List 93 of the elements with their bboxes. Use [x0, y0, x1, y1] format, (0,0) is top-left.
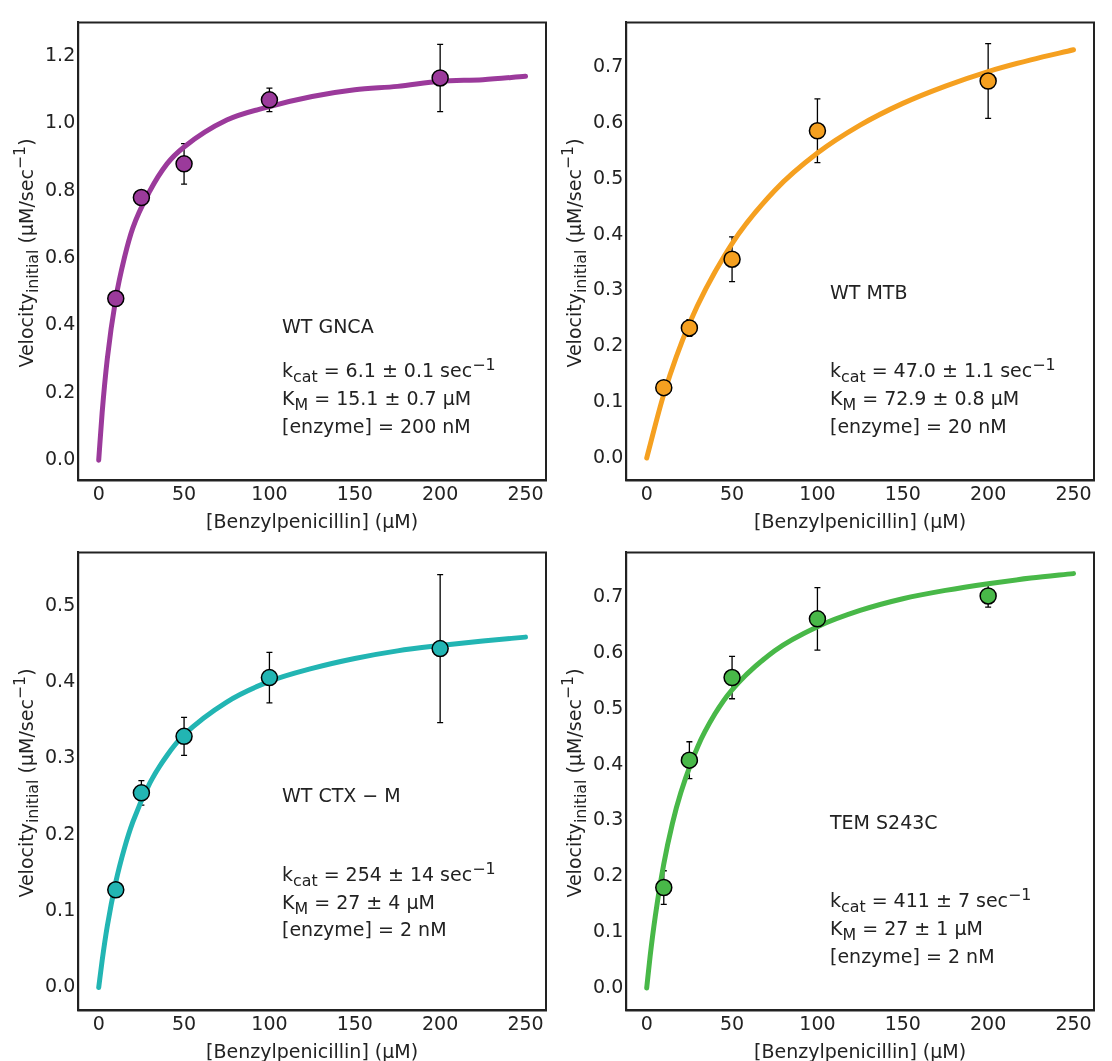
annotation: k$_{cat}$ = 254 ± 14 sec$^{−1}$ [282, 858, 496, 891]
x-tick-label: 50 [171, 481, 197, 504]
x-axis-title: [Benzylpenicillin] (μM) [754, 509, 967, 532]
annotation: [enzyme] = 20 nM [830, 414, 1008, 439]
x-tick-label: 0 [92, 1011, 105, 1034]
y-tick-label: 0.4 [593, 751, 624, 774]
point [723, 250, 741, 268]
annotation: K$_{M}$ = 27 ± 4 μM [282, 890, 436, 919]
y-tick-label: 0.0 [45, 447, 76, 470]
annotation: k$_{cat}$ = 411 ± 7 sec$^{−1}$ [830, 885, 1032, 918]
x-tick-label: 250 [507, 1011, 544, 1034]
point [655, 378, 673, 397]
annotation: WT GNCA [282, 315, 374, 340]
point [132, 188, 151, 207]
y-tick-label: 0.2 [45, 821, 76, 844]
point [979, 72, 997, 90]
y-tick-label: 0.2 [45, 379, 76, 402]
x-tick-label: 100 [251, 1011, 288, 1034]
annotation: WT MTB [830, 280, 908, 305]
y-tick-label: 0.3 [593, 277, 624, 300]
y-tick-label: 0.6 [45, 245, 76, 268]
y-tick-label: 0.0 [45, 974, 76, 997]
annotation: K$_{M}$ = 72.9 ± 0.8 μM [830, 387, 1021, 415]
annotation: [enzyme] = 2 nM [282, 918, 448, 942]
annotation: [enzyme] = 200 nM [282, 414, 472, 439]
point [431, 639, 449, 658]
point [175, 155, 193, 173]
x-tick-label: 0 [640, 481, 653, 504]
point [723, 668, 741, 687]
point [132, 784, 151, 802]
x-tick-label: 50 [171, 1011, 197, 1034]
x-tick-label: 250 [507, 481, 544, 504]
x-tick-label: 0 [92, 481, 105, 504]
y-tick-label: 1.0 [45, 110, 76, 133]
point [260, 91, 279, 109]
x-tick-label: 50 [719, 1011, 745, 1034]
x-tick-label: 200 [422, 481, 459, 504]
x-tick-label: 100 [251, 481, 288, 504]
y-tick-label: 0.0 [593, 975, 624, 997]
point [680, 751, 699, 769]
point [260, 668, 279, 687]
x-tick-label: 100 [799, 1011, 836, 1034]
x-tick-label: 150 [336, 1011, 373, 1034]
x-tick-label: 50 [719, 481, 745, 504]
x-axis-title: [Benzylpenicillin] (μM) [754, 1039, 967, 1061]
y-tick-label: 0.7 [593, 584, 624, 607]
y-tick-label: 0.8 [45, 177, 76, 200]
point [655, 878, 673, 897]
point [431, 69, 449, 87]
annotation: k$_{cat}$ = 47.0 ± 1.1 sec$^{−1}$ [830, 355, 1056, 388]
x-axis-title: [Benzylpenicillin] (μM) [206, 1039, 419, 1061]
point [175, 727, 193, 746]
point [107, 289, 125, 308]
x-tick-label: 200 [422, 1011, 459, 1034]
y-tick-label: 0.6 [593, 109, 624, 132]
annotation: WT CTX − M [282, 784, 401, 809]
point [107, 881, 125, 899]
y-tick-label: 0.3 [45, 745, 76, 768]
x-tick-label: 100 [799, 481, 836, 504]
annotation: [enzyme] = 2 nM [830, 944, 996, 969]
y-tick-label: 0.0 [593, 445, 624, 467]
point [680, 319, 699, 337]
x-tick-label: 200 [970, 1011, 1007, 1034]
y-tick-label: 0.1 [593, 919, 624, 942]
annotation: K$_{M}$ = 15.1 ± 0.7 μM [282, 387, 473, 415]
y-tick-label: 0.1 [45, 898, 76, 921]
y-tick-label: 0.1 [593, 389, 624, 412]
annotation: K$_{M}$ = 27 ± 1 μM [830, 917, 984, 945]
y-tick-label: 0.3 [593, 807, 624, 830]
y-tick-label: 1.2 [45, 43, 76, 66]
y-tick-label: 0.5 [45, 592, 76, 615]
y-tick-label: 0.5 [593, 695, 624, 718]
x-tick-label: 250 [1055, 1011, 1092, 1034]
annotation: TEM S243C [830, 810, 938, 835]
y-tick-label: 0.2 [593, 863, 624, 886]
point [808, 610, 827, 628]
x-tick-label: 150 [884, 481, 921, 504]
y-tick-label: 0.6 [593, 639, 624, 662]
annotation: k$_{cat}$ = 6.1 ± 0.1 sec$^{−1}$ [282, 355, 496, 388]
y-tick-label: 0.4 [45, 669, 76, 692]
y-tick-label: 0.7 [593, 54, 624, 77]
y-tick-label: 0.5 [593, 165, 624, 188]
x-tick-label: 250 [1055, 481, 1092, 504]
x-tick-label: 200 [970, 481, 1007, 504]
point [979, 587, 997, 605]
y-tick-label: 0.2 [593, 333, 624, 356]
x-tick-label: 150 [336, 481, 373, 504]
point [808, 122, 827, 140]
y-tick-label: 0.4 [45, 312, 76, 335]
x-tick-label: 0 [640, 1011, 653, 1034]
x-axis-title: [Benzylpenicillin] (μM) [206, 509, 419, 532]
y-tick-label: 0.4 [593, 221, 624, 244]
x-tick-label: 150 [884, 1011, 921, 1034]
